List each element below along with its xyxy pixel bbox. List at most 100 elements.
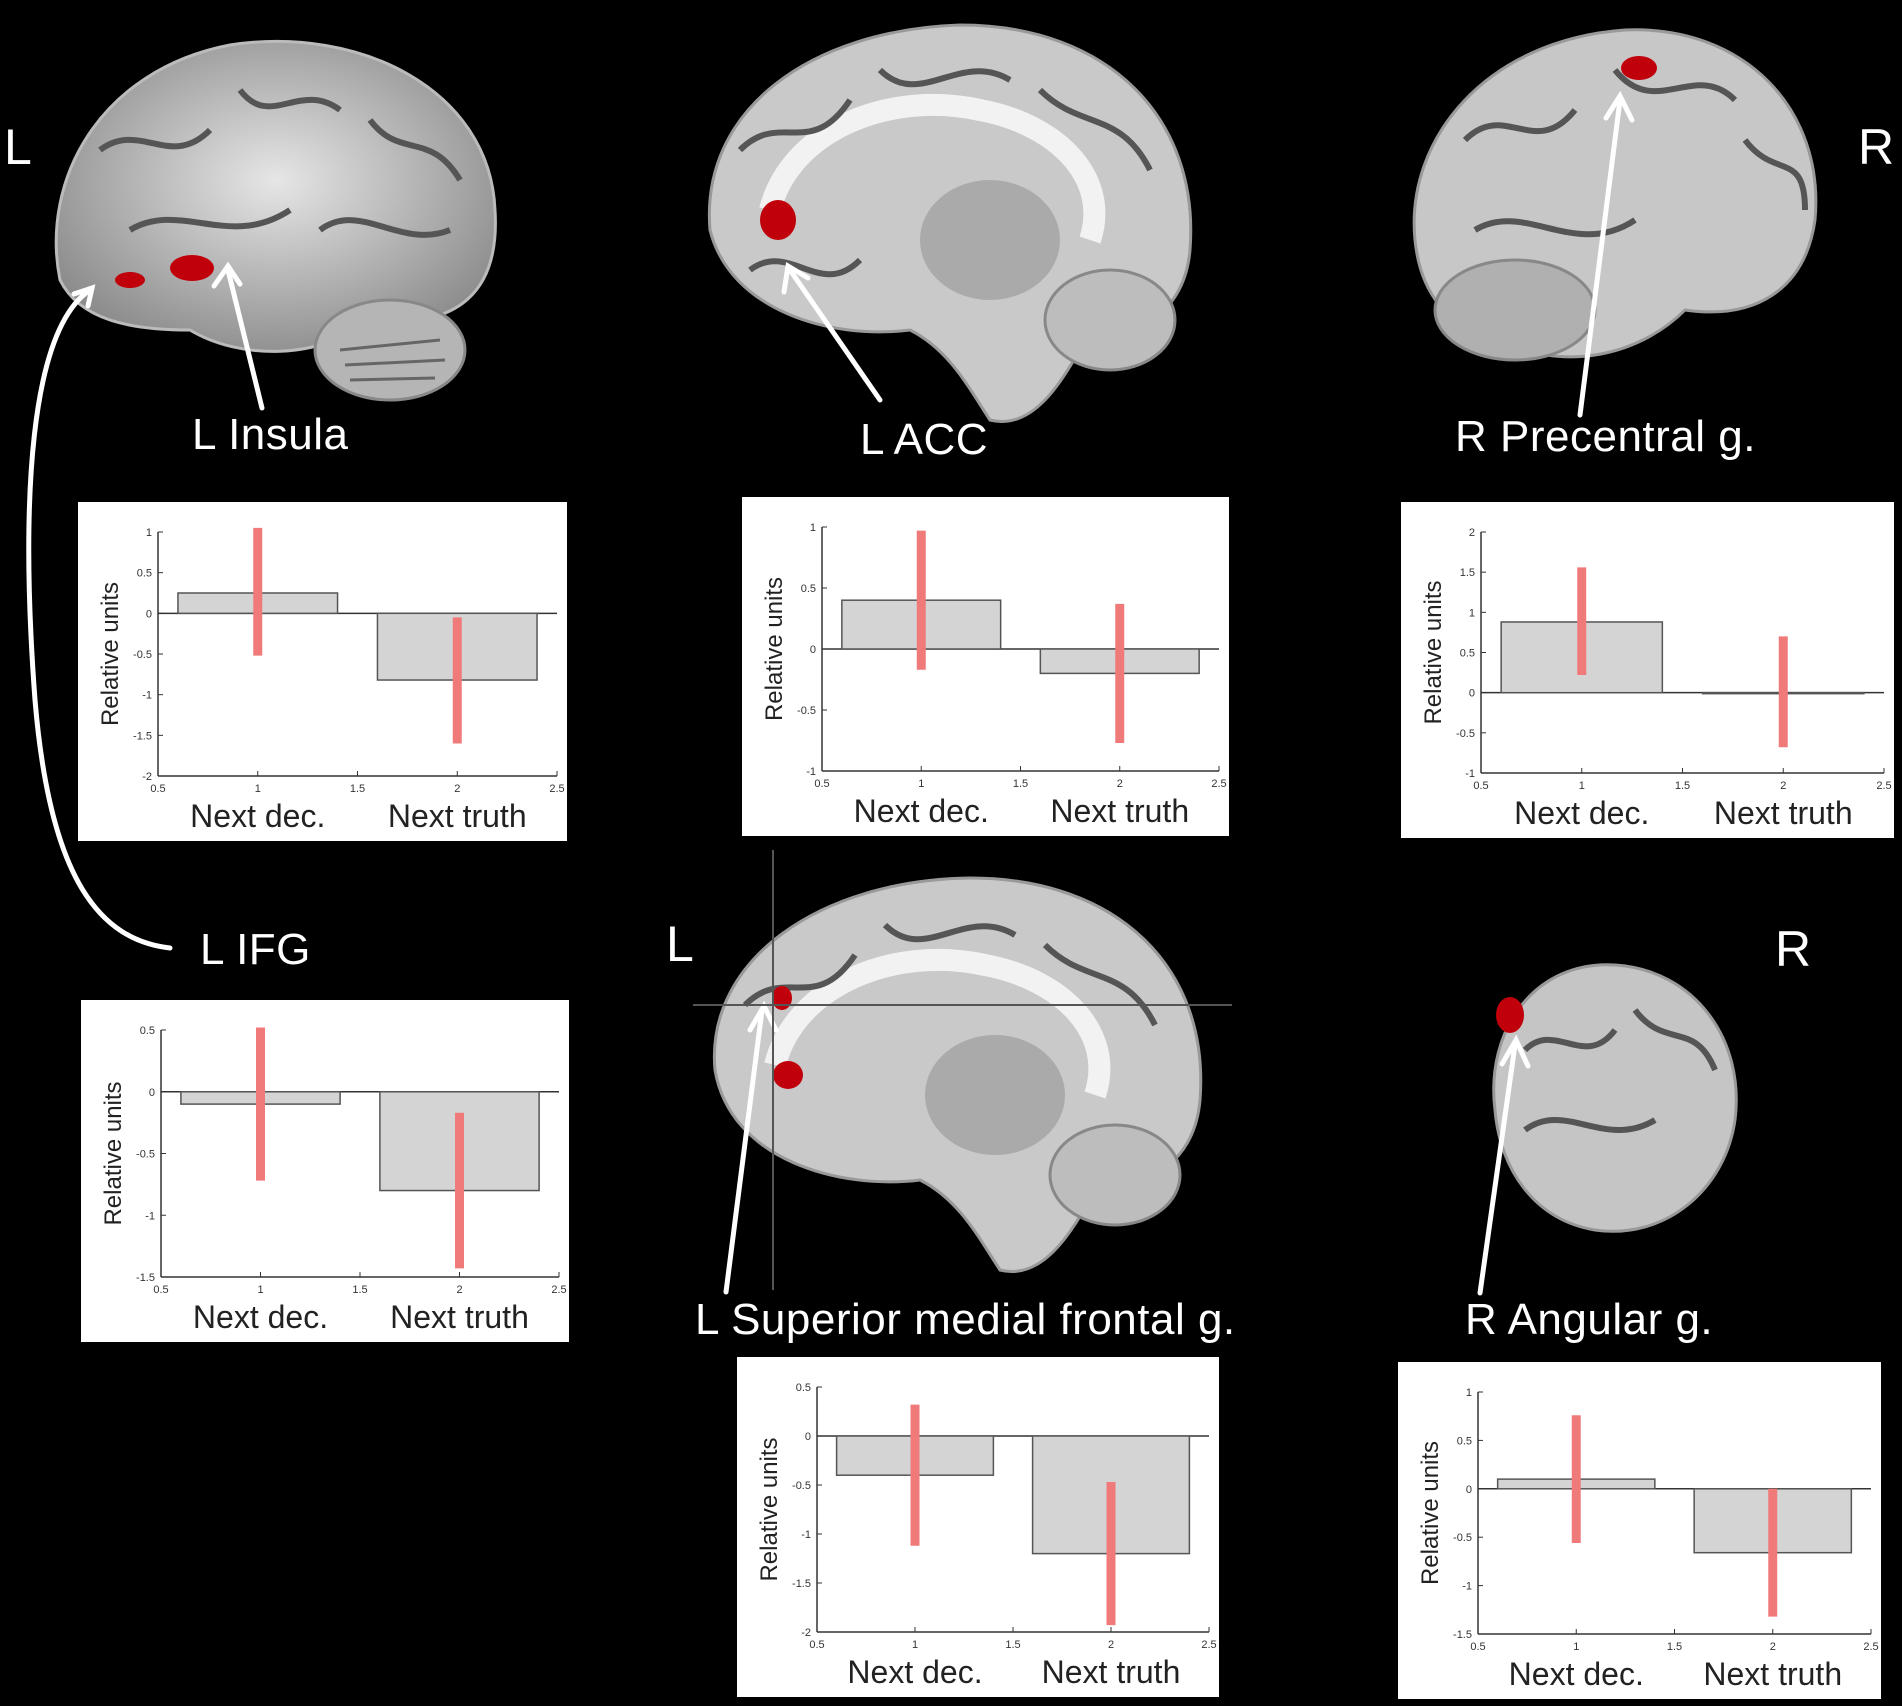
chart-panel-angular: 1 0.5 0 -0.5 -1 -1.5 0.5 1 1.5 2 2.5 Relative units… [1398,1362,1881,1699]
y-tick-label: 1 [810,522,816,534]
category-label: Next truth [1703,1656,1842,1692]
y-tick-label: 0.5 [1460,648,1475,660]
y-tick-label: -2 [142,771,152,783]
brain-slice-angular [1492,963,1738,1233]
x-tick-label: 1.5 [1005,1639,1020,1651]
x-tick-label: 0.5 [153,1284,168,1296]
y-tick-label: 0 [149,1087,155,1099]
x-tick-label: 2.5 [1211,778,1226,790]
y-tick-label: 0 [810,644,816,656]
y-tick-label: -1.5 [133,730,152,742]
x-tick-label: 1 [918,778,924,790]
x-tick-label: 0.5 [809,1639,824,1651]
x-tick-label: 2.5 [1876,780,1891,792]
x-tick-label: 2.5 [1863,1641,1878,1653]
x-tick-label: 2.5 [551,1284,566,1296]
region-label-precentral: R Precentral g. [1455,412,1756,461]
chart-panel-precentral: 2 1.5 1 0.5 0 -0.5 -1 0.5 1 1.5 2 2.5 Relative units… [1401,502,1894,838]
y-tick-label: -1 [145,1210,155,1222]
y-tick-label: 0.5 [140,1025,155,1037]
x-tick-label: 0.5 [814,778,829,790]
chart-panel-ifg: 0.5 0 -0.5 -1 -1.5 0.5 1 1.5 2 2.5 Relative units N… [81,1000,569,1342]
y-tick-label: 2 [1469,527,1475,539]
y-tick-label: -1.5 [136,1272,155,1284]
x-tick-label: 1.5 [1675,780,1690,792]
y-tick-label: 0 [805,1431,811,1443]
category-label: Next truth [1042,1654,1181,1690]
y-tick-label: -1 [801,1529,811,1541]
y-tick-label: -0.5 [792,1480,811,1492]
x-tick-label: 1 [1573,1641,1579,1653]
category-label: Next dec. [847,1654,982,1690]
y-tick-label: -1.5 [1453,1629,1472,1641]
y-tick-label: -0.5 [797,705,816,717]
y-tick-label: -1 [1462,1581,1472,1593]
x-tick-label: 2 [456,1284,462,1296]
x-tick-label: 1 [257,1284,263,1296]
x-tick-label: 2.5 [1201,1639,1216,1651]
category-label: Next dec. [193,1299,328,1335]
y-tick-label: 0.5 [796,1382,811,1394]
y-tick-label: 0 [1466,1484,1472,1496]
category-label: Next dec. [190,798,325,834]
left-hemisphere-label-top: L [4,119,32,175]
category-label: Next truth [1050,793,1189,829]
y-tick-label: 1 [1466,1387,1472,1399]
x-tick-label: 2 [1108,1639,1114,1651]
activation-blob [170,255,214,281]
y-tick-label: 1.5 [1460,567,1475,579]
y-axis-label: Relative units [1417,1441,1444,1585]
y-axis-label: Relative units [97,582,124,726]
x-tick-label: 2 [1770,1641,1776,1653]
x-tick-label: 1 [1579,780,1585,792]
left-hemisphere-label-bottom: L [666,916,694,972]
x-tick-label: 2 [1117,778,1123,790]
brain-slice-precentral [1412,28,1818,362]
chart-panel-insula: 1 0.5 0 -0.5 -1 -1.5 -2 0.5 1 1.5 2 2.5 Relative uni… [78,502,567,841]
y-tick-label: 0.5 [801,583,816,595]
y-tick-label: 0 [1469,688,1475,700]
y-tick-label: -1 [806,766,816,778]
y-tick-label: -1 [1465,768,1475,780]
y-axis-label: Relative units [761,577,788,721]
region-label-smfg: L Superior medial frontal g. [695,1295,1236,1344]
category-label: Next truth [388,798,527,834]
region-label-angular: R Angular g. [1465,1295,1714,1344]
x-tick-label: 1.5 [1013,778,1028,790]
chart-panel-smfg: 0.5 0 -0.5 -1 -1.5 -2 0.5 1 1.5 2 2.5 Relative unit… [737,1357,1219,1697]
y-axis-label: Relative units [100,1081,127,1225]
y-axis-label: Relative units [1420,580,1447,724]
y-tick-label: -0.5 [136,1149,155,1161]
chart-panel-acc: 1 0.5 0 -0.5 -1 0.5 1 1.5 2 2.5 Relative units Next… [742,497,1229,836]
category-label: Next dec. [1509,1656,1644,1692]
x-tick-label: 2.5 [549,783,564,795]
right-hemisphere-label-top: R [1858,119,1895,175]
y-tick-label: 1 [1469,607,1475,619]
y-tick-label: -0.5 [1456,728,1475,740]
x-tick-label: 2 [454,783,460,795]
y-tick-label: 0.5 [137,568,152,580]
y-tick-label: -1.5 [792,1578,811,1590]
right-hemisphere-label-bottom: R [1775,921,1812,977]
y-tick-label: -2 [801,1627,811,1639]
x-tick-label: 1.5 [350,783,365,795]
y-axis-label: Relative units [756,1437,783,1581]
y-tick-label: -0.5 [133,649,152,661]
x-tick-label: 0.5 [150,783,165,795]
region-label-insula: L Insula [192,410,349,459]
y-tick-label: 0 [146,608,152,620]
category-label: Next truth [1714,795,1853,831]
y-tick-label: -1 [142,690,152,702]
category-label: Next truth [390,1299,529,1335]
category-label: Next dec. [1514,795,1649,831]
y-tick-label: 0.5 [1457,1435,1472,1447]
y-tick-label: 1 [146,527,152,539]
x-tick-label: 1.5 [352,1284,367,1296]
brain-slice-smfg [712,876,1203,1273]
